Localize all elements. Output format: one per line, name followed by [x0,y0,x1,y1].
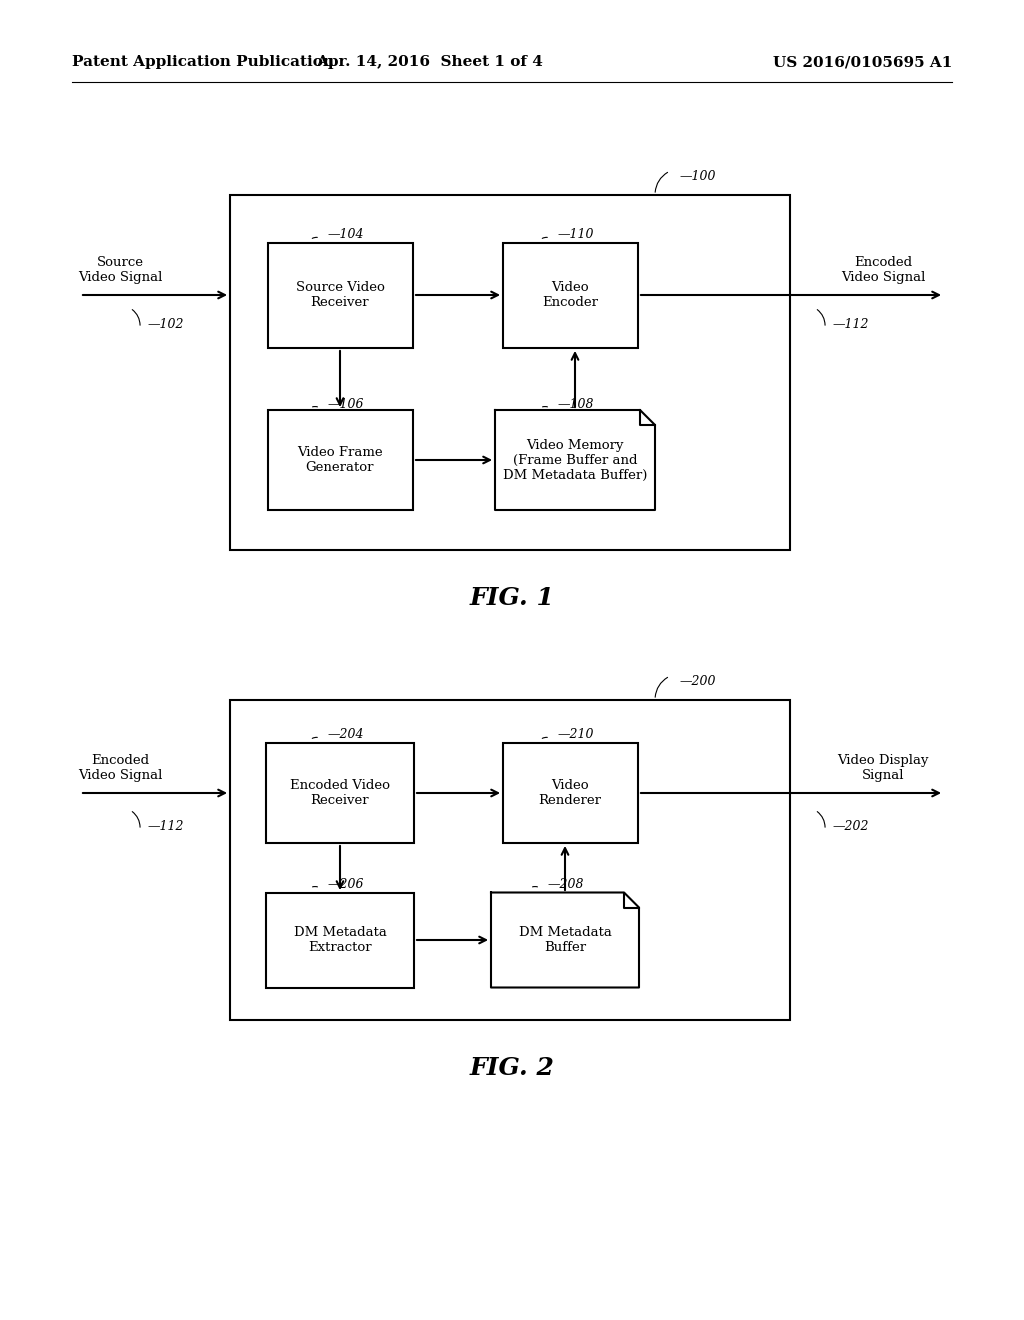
Text: —204: —204 [328,729,365,741]
Text: Source Video
Receiver: Source Video Receiver [296,281,384,309]
Polygon shape [490,892,639,987]
Polygon shape [495,411,655,510]
Text: Encoded
Video Signal: Encoded Video Signal [78,754,162,781]
Text: —112: —112 [833,318,869,331]
Text: FIG. 2: FIG. 2 [470,1056,554,1080]
Text: Video
Renderer: Video Renderer [539,779,601,807]
Text: Video
Encoder: Video Encoder [542,281,598,309]
Text: —104: —104 [328,228,365,242]
Text: Video Memory
(Frame Buffer and
DM Metadata Buffer): Video Memory (Frame Buffer and DM Metada… [503,438,647,482]
Bar [266,743,414,843]
Text: DM Metadata
Buffer: DM Metadata Buffer [518,927,611,954]
Bar [266,892,414,987]
Text: Patent Application Publication: Patent Application Publication [72,55,334,69]
Text: —206: —206 [328,878,365,891]
Text: Apr. 14, 2016  Sheet 1 of 4: Apr. 14, 2016 Sheet 1 of 4 [316,55,544,69]
Text: —106: —106 [328,399,365,411]
Text: US 2016/0105695 A1: US 2016/0105695 A1 [773,55,952,69]
Text: DM Metadata
Extractor: DM Metadata Extractor [294,927,386,954]
Text: —110: —110 [558,228,595,242]
Text: —100: —100 [680,170,717,183]
Text: —108: —108 [558,399,595,411]
Text: —112: —112 [148,820,184,833]
Text: —208: —208 [548,878,585,891]
Text: Video Frame
Generator: Video Frame Generator [297,446,383,474]
Bar [230,700,790,1020]
Bar [267,243,413,347]
Text: Encoded Video
Receiver: Encoded Video Receiver [290,779,390,807]
Bar [230,195,790,550]
Text: FIG. 1: FIG. 1 [470,586,554,610]
Text: Video Display
Signal: Video Display Signal [838,754,929,781]
Text: —210: —210 [558,729,595,741]
Bar [503,243,638,347]
Text: —102: —102 [148,318,184,331]
Text: —202: —202 [833,820,869,833]
Text: Source
Video Signal: Source Video Signal [78,256,162,284]
Bar [267,411,413,510]
Text: —200: —200 [680,675,717,688]
Text: Encoded
Video Signal: Encoded Video Signal [841,256,926,284]
Bar [503,743,638,843]
